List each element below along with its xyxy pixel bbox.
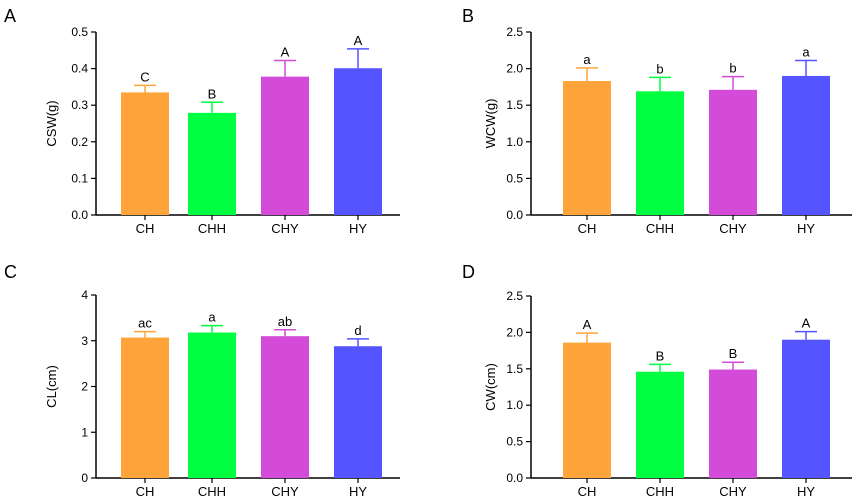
y-tick-label: 2.0 — [506, 325, 523, 339]
y-tick-label: 1.5 — [506, 362, 523, 376]
x-tick-label: CHY — [271, 484, 299, 499]
significance-label: C — [140, 69, 149, 84]
y-axis-title: CW(cm) — [483, 363, 498, 411]
bar-hy — [334, 346, 382, 478]
significance-label: ac — [138, 316, 152, 331]
y-tick-label: 4 — [81, 288, 88, 302]
significance-label: B — [656, 348, 665, 363]
y-tick-label: 1.5 — [506, 98, 523, 112]
significance-label: b — [656, 61, 663, 76]
x-tick-label: CHH — [198, 484, 226, 499]
significance-label: A — [354, 33, 363, 48]
y-axis-title: CL(cm) — [44, 365, 59, 408]
significance-label: d — [354, 323, 361, 338]
bar-ch — [563, 81, 611, 215]
bar-hy — [334, 68, 382, 215]
x-tick-label: HY — [797, 484, 815, 499]
y-tick-label: 0.5 — [71, 25, 88, 39]
y-tick-label: 0.0 — [71, 208, 88, 222]
x-tick-label: CHH — [646, 484, 674, 499]
y-tick-label: 2.5 — [506, 289, 523, 303]
y-tick-label: 0.5 — [506, 435, 523, 449]
x-tick-label: HY — [349, 484, 367, 499]
y-tick-label: 0.1 — [71, 171, 88, 185]
panel-A: A 0.0 0.1 0.2 0.3 0.4 0.5 CSW(g) C CH B CHH A CHY A HY — [4, 6, 400, 236]
x-tick-label: CHY — [719, 221, 747, 236]
y-tick-label: 0.2 — [71, 135, 88, 149]
panel-C: C 0 1 2 3 4 CL(cm) ac CH a CHH ab CHY d HY — [4, 262, 400, 499]
y-tick-label: 0.0 — [506, 208, 523, 222]
y-tick-label: 0.4 — [71, 62, 88, 76]
x-tick-label: HY — [797, 221, 815, 236]
panel-letter: B — [462, 6, 474, 26]
x-tick-label: HY — [349, 221, 367, 236]
panel-B: B 0.0 0.5 1.0 1.5 2.0 2.5 WCW(g) a CH b CHH b CHY a HY — [462, 6, 852, 236]
significance-label: A — [281, 45, 290, 60]
x-tick-label: CHY — [271, 221, 299, 236]
significance-label: a — [802, 45, 810, 60]
y-tick-label: 0 — [81, 471, 88, 485]
x-tick-label: CH — [136, 484, 155, 499]
x-tick-label: CHH — [198, 221, 226, 236]
significance-label: a — [208, 310, 216, 325]
y-tick-label: 0.3 — [71, 98, 88, 112]
bar-ch — [121, 337, 169, 478]
x-tick-label: CHH — [646, 221, 674, 236]
y-tick-label: 2 — [81, 380, 88, 394]
x-tick-label: CHY — [719, 484, 747, 499]
y-axis-title: CSW(g) — [44, 100, 59, 146]
bar-chh — [188, 332, 236, 478]
panel-letter: C — [4, 262, 17, 282]
significance-label: a — [583, 52, 591, 67]
bar-chy — [709, 369, 757, 478]
y-tick-label: 2.5 — [506, 25, 523, 39]
significance-label: B — [208, 86, 217, 101]
y-tick-label: 1.0 — [506, 135, 523, 149]
bar-chh — [636, 371, 684, 478]
significance-label: ab — [278, 314, 292, 329]
y-tick-label: 0.0 — [506, 471, 523, 485]
x-tick-label: CH — [136, 221, 155, 236]
significance-label: A — [802, 316, 811, 331]
y-tick-label: 0.5 — [506, 171, 523, 185]
y-tick-label: 2.0 — [506, 62, 523, 76]
y-tick-label: 3 — [81, 334, 88, 348]
bar-chh — [636, 91, 684, 215]
significance-label: A — [583, 317, 592, 332]
bar-chy — [261, 336, 309, 478]
significance-label: B — [729, 346, 738, 361]
panel-letter: A — [4, 6, 16, 26]
y-tick-label: 1 — [81, 425, 88, 439]
x-tick-label: CH — [578, 221, 597, 236]
y-tick-label: 1.0 — [506, 398, 523, 412]
bar-hy — [782, 75, 830, 215]
panel-letter: D — [462, 262, 475, 282]
bar-ch — [121, 92, 169, 215]
bar-chh — [188, 112, 236, 215]
x-tick-label: CH — [578, 484, 597, 499]
y-axis-title: WCW(g) — [483, 99, 498, 149]
bar-chy — [709, 89, 757, 215]
bar-hy — [782, 339, 830, 478]
bar-chy — [261, 76, 309, 215]
bar-ch — [563, 342, 611, 478]
significance-label: b — [729, 61, 736, 76]
panel-D: D 0.0 0.5 1.0 1.5 2.0 2.5 CW(cm) A CH B CHH B CHY A HY — [462, 262, 852, 499]
